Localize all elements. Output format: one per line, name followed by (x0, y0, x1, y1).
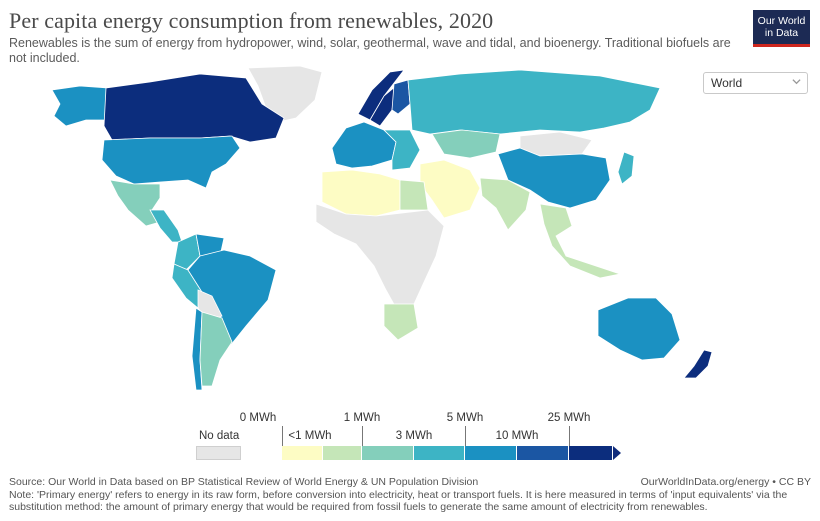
legend-divider (569, 426, 570, 446)
legend-tick-top: 1 MWh (343, 412, 381, 424)
legend-arrow-icon (613, 446, 621, 460)
legend-bin (414, 446, 465, 460)
region-select[interactable]: World (703, 72, 808, 94)
legend-bin (282, 446, 323, 460)
map-region-new-zealand[interactable] (683, 349, 713, 379)
logo-line-1: Our World (757, 15, 806, 27)
map-region-egypt[interactable] (399, 179, 429, 211)
map-region-alaska[interactable] (51, 85, 109, 127)
footer-source[interactable]: Source: Our World in Data based on BP St… (9, 476, 479, 488)
footer-note: Note: 'Primary energy' refers to energy … (9, 489, 788, 513)
legend-bin (465, 446, 517, 460)
legend-bin (323, 446, 362, 460)
map-region-india[interactable] (479, 177, 531, 231)
map-region-kazakhstan[interactable] (431, 129, 501, 159)
legend-no-data-swatch (196, 446, 241, 460)
legend-divider (465, 426, 466, 446)
map-region-russia[interactable] (407, 69, 661, 135)
chevron-down-icon (792, 79, 801, 85)
logo-line-2: in Data (764, 27, 799, 39)
legend-tick-top: 5 MWh (446, 412, 484, 424)
map-legend: No data 0 MWh 1 MWh 5 MWh 25 MWh <1 MWh … (0, 410, 820, 460)
map-region-western-europe[interactable] (331, 121, 397, 169)
map-region-south-africa[interactable] (383, 303, 419, 341)
footer-url[interactable]: OurWorldInData.org/energy • CC BY (640, 476, 811, 488)
map-region-colombia[interactable] (173, 233, 201, 271)
map-region-australia[interactable] (597, 297, 681, 361)
legend-divider (282, 426, 283, 446)
chart-title: Per capita energy consumption from renew… (9, 8, 494, 33)
legend-divider (362, 426, 363, 446)
map-region-argentina[interactable] (199, 311, 233, 387)
map-region-china[interactable] (497, 147, 611, 209)
map-region-mexico[interactable] (109, 179, 161, 227)
legend-tick-bottom: 3 MWh (395, 430, 433, 442)
legend-bin (362, 446, 414, 460)
map-region-japan[interactable] (617, 151, 635, 185)
legend-tick-bottom: <1 MWh (288, 430, 332, 442)
chart-subtitle: Renewables is the sum of energy from hyd… (9, 36, 731, 65)
map-region-north-africa[interactable] (321, 169, 401, 217)
legend-tick-bottom: 10 MWh (495, 430, 539, 442)
world-map (51, 65, 713, 390)
map-region-southeast-asia[interactable] (539, 203, 622, 279)
legend-no-data-label: No data (199, 430, 240, 442)
legend-bin (517, 446, 569, 460)
legend-tick-top: 0 MWh (239, 412, 277, 424)
map-region-central-america[interactable] (149, 209, 183, 243)
legend-tick-top: 25 MWh (547, 412, 591, 424)
map-region-finland[interactable] (391, 79, 411, 115)
region-select-value: World (711, 76, 743, 90)
map-region-middle-east[interactable] (419, 159, 481, 219)
map-region-united-states[interactable] (101, 135, 241, 189)
map-region-sub-saharan-africa[interactable] (315, 203, 445, 309)
map-region-brazil[interactable] (187, 249, 277, 347)
legend-bin (569, 446, 613, 460)
owid-logo[interactable]: Our World in Data (753, 10, 810, 47)
map-region-eastern-europe[interactable] (383, 129, 421, 171)
